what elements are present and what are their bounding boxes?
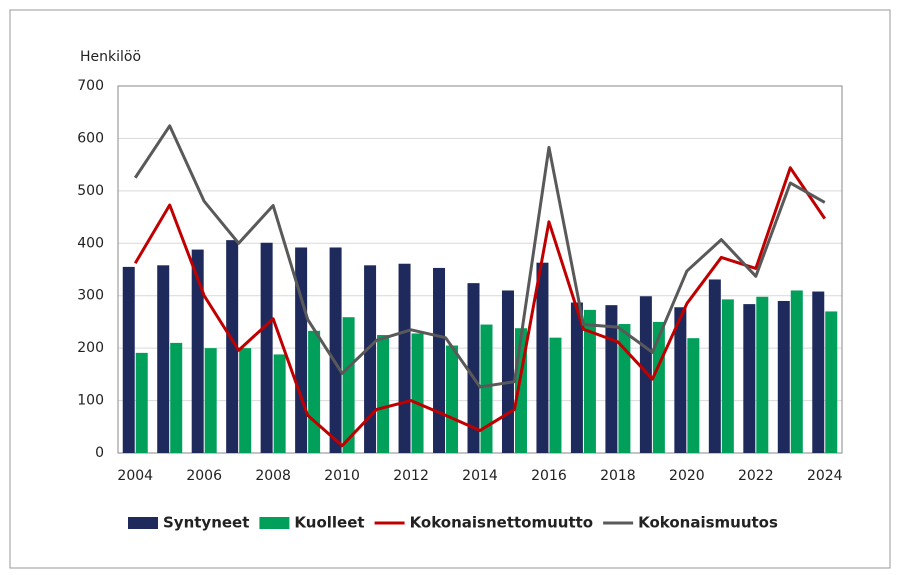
bar	[135, 352, 148, 453]
bar	[377, 335, 390, 453]
bar	[295, 247, 308, 453]
x-tick-label: 2024	[807, 468, 843, 484]
bar	[549, 337, 562, 453]
bar	[639, 296, 652, 453]
bar	[790, 290, 803, 453]
y-tick-label: 400	[77, 235, 104, 251]
y-tick-label: 300	[77, 288, 104, 304]
x-tick-label: 2018	[600, 468, 636, 484]
x-tick-label: 2016	[531, 468, 567, 484]
bar	[433, 267, 446, 453]
bar	[204, 348, 217, 453]
y-tick-label: 100	[77, 393, 104, 409]
y-tick-label: 200	[77, 340, 104, 356]
legend-label: Syntyneet	[163, 514, 249, 532]
bar	[583, 309, 596, 453]
legend-swatch	[259, 517, 290, 529]
bar	[308, 330, 321, 453]
bar	[364, 265, 377, 453]
bar	[260, 242, 273, 453]
x-tick-label: 2014	[462, 468, 498, 484]
bar	[570, 302, 583, 453]
x-tick-label: 2004	[117, 468, 153, 484]
line	[133, 124, 826, 389]
y-tick-label: 700	[77, 78, 104, 94]
plot-border	[117, 85, 843, 454]
bar	[122, 266, 135, 453]
y-tick-label: 500	[77, 183, 104, 199]
bar	[226, 240, 239, 453]
x-tick-label: 2010	[324, 468, 360, 484]
bar	[329, 247, 342, 453]
bar	[191, 249, 204, 453]
bar	[398, 263, 411, 453]
bar	[170, 342, 183, 453]
x-tick-label: 2020	[669, 468, 705, 484]
bar	[812, 291, 825, 453]
bar	[618, 324, 631, 453]
bar	[708, 279, 721, 453]
bar	[756, 296, 769, 453]
bar	[239, 348, 252, 453]
bar	[342, 317, 355, 453]
bar	[674, 307, 687, 453]
y-tick-label: 0	[95, 445, 104, 461]
y-tick-label: 600	[77, 130, 104, 146]
x-tick-label: 2012	[393, 468, 429, 484]
bar	[273, 354, 286, 453]
bar	[480, 324, 493, 453]
y-axis-label: Henkilöö	[80, 49, 141, 65]
legend-swatch	[128, 517, 158, 529]
bar	[467, 283, 480, 453]
x-tick-label: 2006	[186, 468, 222, 484]
frame	[9, 9, 891, 569]
bar	[536, 262, 549, 453]
bar	[825, 311, 838, 453]
bar	[687, 338, 700, 453]
x-tick-label: 2008	[255, 468, 291, 484]
bar	[157, 265, 170, 453]
bar	[652, 321, 665, 453]
bar	[721, 299, 734, 453]
bar	[501, 290, 514, 453]
bar	[411, 333, 424, 453]
legend-label: Kuolleet	[294, 514, 364, 532]
legend-label: Kokonaismuutos	[638, 514, 778, 532]
bar	[777, 300, 790, 453]
bar	[743, 304, 756, 453]
legend-label: Kokonaisnettomuutto	[410, 514, 594, 532]
bar	[446, 345, 459, 453]
line	[133, 166, 827, 448]
x-tick-label: 2022	[738, 468, 774, 484]
